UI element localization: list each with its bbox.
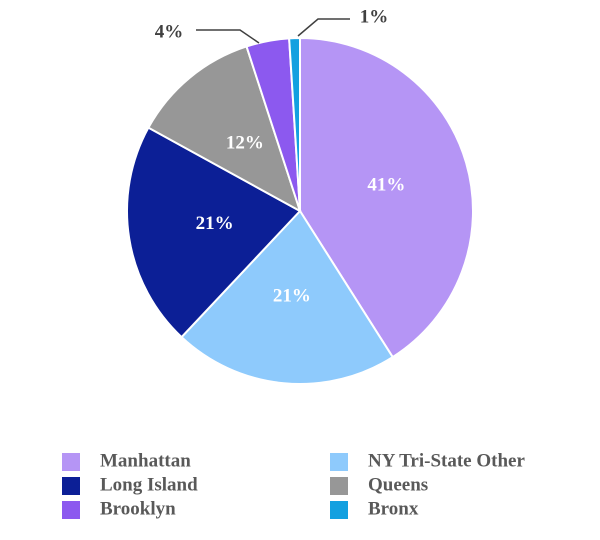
pie-slices xyxy=(126,36,474,385)
legend-swatch-brooklyn xyxy=(62,501,80,519)
slice-label-long-island: 21% xyxy=(196,213,234,234)
leader-line-bronx xyxy=(297,18,350,37)
pie-slice-long-island xyxy=(126,126,302,339)
slice-labels: 41% 21% 21% 12% 4% 1% xyxy=(155,6,406,306)
slice-label-manhattan: 41% xyxy=(367,174,405,195)
leader-line-brooklyn xyxy=(196,29,260,44)
legend-swatch-ny-tri-state-other xyxy=(330,453,348,471)
legend-swatch-bronx xyxy=(330,501,348,519)
slice-label-ny-tri-state-other: 21% xyxy=(273,285,311,306)
pie-slice-queens xyxy=(147,45,302,214)
slice-label-brooklyn: 4% xyxy=(155,21,184,42)
legend-label-long-island: Long Island xyxy=(100,474,198,495)
legend-label-brooklyn: Brooklyn xyxy=(100,498,176,519)
legend-label-manhattan: Manhattan xyxy=(100,450,191,471)
legend-swatch-queens xyxy=(330,477,348,495)
legend-label-queens: Queens xyxy=(368,474,428,495)
legend: Manhattan Long Island Brooklyn NY Tri-State… xyxy=(62,450,525,519)
pie-slice-ny-tri-state-other xyxy=(180,209,395,385)
legend-swatch-manhattan xyxy=(62,453,80,471)
legend-label-bronx: Bronx xyxy=(368,498,419,519)
slice-label-queens: 12% xyxy=(226,133,264,154)
legend-swatch-long-island xyxy=(62,477,80,495)
legend-label-ny-tri-state-other: NY Tri-State Other xyxy=(368,450,525,471)
leader-lines xyxy=(196,18,350,44)
slice-label-bronx: 1% xyxy=(360,6,389,27)
pie-slice-bronx xyxy=(288,36,301,212)
